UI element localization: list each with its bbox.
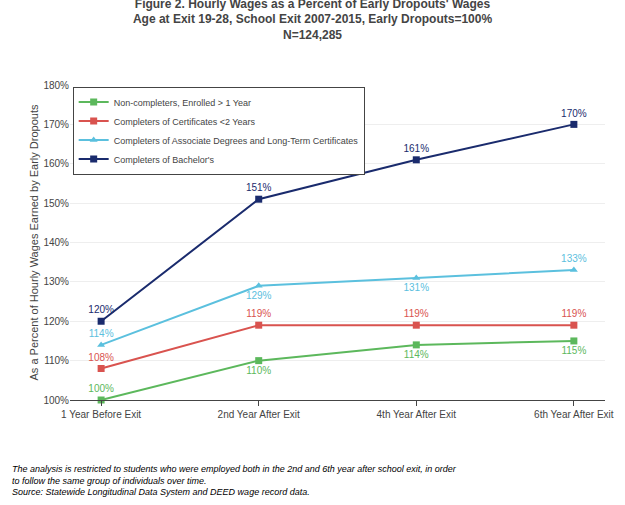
svg-text:1 Year Before Exit: 1 Year Before Exit [61,409,141,420]
svg-text:110%: 110% [246,365,271,376]
svg-text:108%: 108% [88,352,114,363]
svg-text:Non-completers, Enrolled > 1 Y: Non-completers, Enrolled > 1 Year [114,98,251,108]
svg-text:170%: 170% [43,119,69,130]
svg-text:6th Year After Exit: 6th Year After Exit [534,409,614,420]
svg-text:110%: 110% [44,355,69,366]
svg-text:180%: 180% [43,80,69,91]
svg-text:2nd Year After Exit: 2nd Year After Exit [218,409,301,420]
svg-text:115%: 115% [561,345,586,356]
svg-text:161%: 161% [404,143,430,154]
svg-text:119%: 119% [561,308,586,319]
svg-text:131%: 131% [404,282,430,293]
svg-text:130%: 130% [43,276,69,287]
svg-text:133%: 133% [561,253,587,264]
svg-text:120%: 120% [88,304,114,315]
svg-text:100%: 100% [88,383,114,394]
svg-text:170%: 170% [561,108,587,119]
svg-text:140%: 140% [43,237,69,248]
svg-text:151%: 151% [246,182,272,193]
svg-text:Figure 2. Hourly Wages as a Pe: Figure 2. Hourly Wages as a Percent of E… [133,0,492,42]
svg-text:4th Year After Exit: 4th Year After Exit [377,409,457,420]
svg-text:160%: 160% [43,158,69,169]
svg-text:114%: 114% [89,328,114,339]
svg-text:150%: 150% [43,198,69,209]
svg-text:As a Percent of Hourly Wages E: As a Percent of Hourly Wages Earned by E… [28,104,40,380]
svg-text:120%: 120% [43,316,69,327]
svg-text:Completers of Bachelor's: Completers of Bachelor's [114,155,215,165]
svg-text:The analysis is restricted to: The analysis is restricted to students w… [12,464,457,497]
svg-text:114%: 114% [404,349,429,360]
svg-text:119%: 119% [246,308,271,319]
svg-text:Completers of Associate Degree: Completers of Associate Degrees and Long… [114,136,359,146]
svg-text:100%: 100% [43,395,69,406]
svg-text:119%: 119% [404,308,429,319]
svg-text:Completers of Certificates <2: Completers of Certificates <2 Years [114,117,256,127]
svg-text:129%: 129% [246,290,272,301]
